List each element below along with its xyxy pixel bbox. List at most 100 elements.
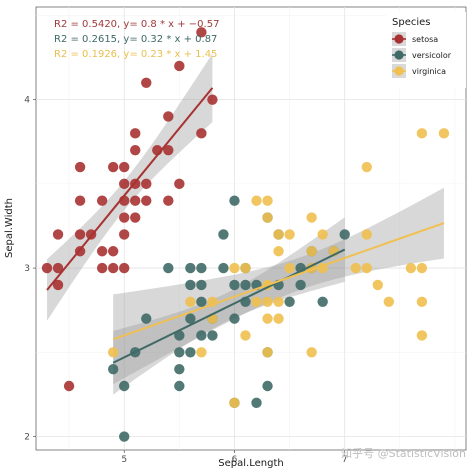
virginica-point xyxy=(196,347,207,358)
virginica-point xyxy=(262,296,273,307)
virginica-point xyxy=(416,262,428,274)
setosa-point xyxy=(52,279,64,291)
setosa-point xyxy=(41,262,53,274)
virginica-point xyxy=(416,296,428,307)
versicolor-point xyxy=(240,279,251,291)
setosa-point xyxy=(119,229,130,240)
setosa-point xyxy=(196,128,207,139)
setosa-point xyxy=(130,195,141,206)
versicolor-point xyxy=(163,262,174,274)
setosa-point xyxy=(141,195,152,206)
setosa-point xyxy=(119,262,130,274)
setosa-point xyxy=(74,195,86,206)
legend-key-point xyxy=(394,66,404,76)
versicolor-point xyxy=(196,262,207,274)
virginica-point xyxy=(251,296,262,307)
virginica-point xyxy=(350,262,361,274)
legend: Species setosa versicolor virginica xyxy=(386,12,466,88)
virginica-point xyxy=(416,330,428,341)
setosa-point xyxy=(119,212,130,223)
virginica-point xyxy=(262,347,273,358)
setosa-point xyxy=(130,128,141,139)
virginica-point xyxy=(306,347,317,358)
y-tick-label: 2 xyxy=(24,433,30,443)
setosa-point xyxy=(107,262,119,274)
setosa-point xyxy=(96,246,108,257)
setosa-point xyxy=(107,246,119,257)
legend-key-point xyxy=(394,50,404,60)
setosa-point xyxy=(74,161,86,173)
regression-lines xyxy=(46,87,445,364)
setosa-point xyxy=(96,262,108,274)
virginica-point xyxy=(416,128,428,139)
setosa-point xyxy=(130,212,141,223)
virginica-point xyxy=(284,229,295,240)
versicolor-point xyxy=(262,380,273,392)
virginica-point xyxy=(383,296,395,307)
regression-equation-label: R2 = 0.5420, y= 0.8 * x + −0.57 xyxy=(54,19,219,30)
setosa-point xyxy=(163,195,174,206)
virginica-point xyxy=(273,246,284,257)
setosa-point xyxy=(107,161,119,173)
axis-ticks: 5 6 7 2 3 4 xyxy=(24,96,347,465)
setosa-regression-line xyxy=(46,87,214,291)
versicolor-point xyxy=(229,279,240,291)
virginica-point xyxy=(372,279,383,291)
virginica-point xyxy=(361,229,372,240)
regression-annotations: R2 = 0.5420, y= 0.8 * x + −0.57 R2 = 0.26… xyxy=(54,19,219,60)
setosa-point xyxy=(163,111,174,122)
virginica-point xyxy=(361,262,372,274)
virginica-point xyxy=(262,313,273,324)
versicolor-point xyxy=(207,330,218,341)
virginica-point xyxy=(405,262,417,274)
virginica-point xyxy=(273,313,284,324)
virginica-point xyxy=(251,195,262,206)
versicolor-point xyxy=(229,313,240,324)
watermark-text: 知乎号 @StatisticVision xyxy=(341,446,466,460)
versicolor-point xyxy=(107,363,119,375)
x-tick-label: 7 xyxy=(342,455,348,465)
x-tick-label: 6 xyxy=(232,455,238,465)
virginica-point xyxy=(361,161,372,173)
virginica-point xyxy=(185,296,196,307)
grid-lines xyxy=(36,7,466,450)
virginica-regression-line xyxy=(112,222,445,341)
x-tick-label: 5 xyxy=(121,455,127,465)
versicolor-point xyxy=(229,195,240,206)
virginica-point xyxy=(229,397,240,409)
versicolor-point xyxy=(196,296,207,307)
versicolor-point xyxy=(218,262,229,274)
legend-label-virginica: virginica xyxy=(412,67,446,76)
versicolor-point xyxy=(339,229,350,240)
versicolor-point xyxy=(196,279,207,291)
y-tick-label: 3 xyxy=(24,264,30,274)
versicolor-point xyxy=(295,279,306,291)
setosa-point xyxy=(63,380,75,392)
virginica-point xyxy=(306,212,317,223)
setosa-point xyxy=(207,94,218,105)
virginica-point xyxy=(240,330,251,341)
legend-label-setosa: setosa xyxy=(412,35,438,44)
versicolor-point xyxy=(185,313,196,324)
legend-key-point xyxy=(394,34,404,44)
virginica-point xyxy=(317,229,328,240)
y-axis-title: Sepal.Width xyxy=(4,198,15,258)
regression-equation-label: R2 = 0.2615, y= 0.32 * x + 0.87 xyxy=(54,34,217,45)
virginica-point xyxy=(262,212,273,223)
versicolor-point xyxy=(119,380,130,392)
virginica-point xyxy=(107,347,119,358)
setosa-point xyxy=(196,27,207,38)
virginica-point xyxy=(262,195,273,206)
versicolor-point xyxy=(174,380,185,392)
setosa-point xyxy=(52,262,64,274)
versicolor-point xyxy=(218,229,229,240)
legend-title: Species xyxy=(392,17,431,28)
setosa-point xyxy=(130,144,141,156)
setosa-point xyxy=(174,178,185,190)
setosa-point xyxy=(52,229,64,240)
x-axis-title: Sepal.Length xyxy=(218,458,283,469)
setosa-point xyxy=(141,77,152,88)
versicolor-point xyxy=(174,347,185,358)
setosa-point xyxy=(163,144,174,156)
